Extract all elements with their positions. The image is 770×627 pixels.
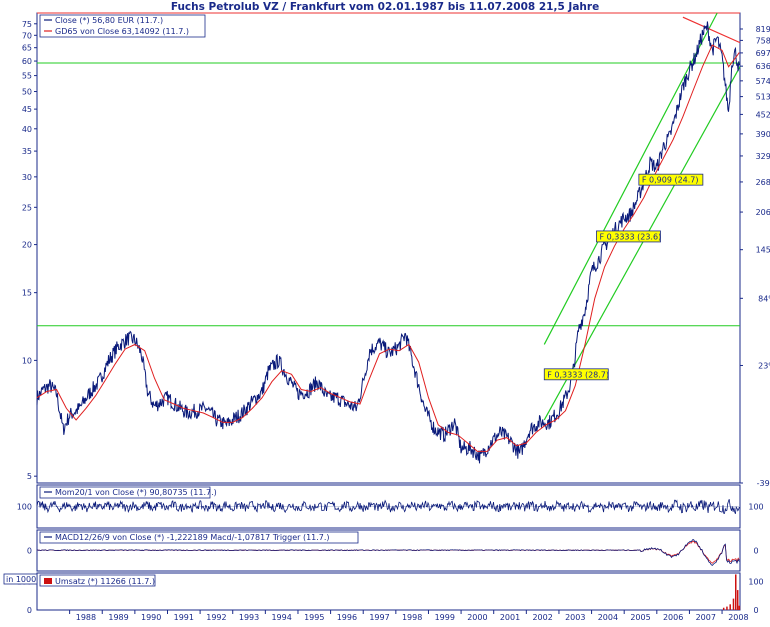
x-tick-label: 2003 [565, 613, 585, 622]
momentum-tick-right: 100 [748, 503, 763, 512]
y-tick-label-right: 513% [756, 93, 770, 102]
y-tick-label-right: 329% [756, 152, 770, 161]
y-tick-label-left: 35 [22, 147, 32, 156]
trend-line [543, 12, 718, 345]
main-price-panel [36, 12, 741, 484]
y-tick-label-left: 50 [22, 88, 32, 97]
momentum-line [36, 499, 740, 514]
y-tick-label-left: 5 [27, 472, 32, 481]
x-tick-label: 2002 [532, 613, 552, 622]
y-tick-label-left: 75 [22, 20, 32, 29]
x-tick-label: 2006 [663, 613, 683, 622]
close-price-line [36, 21, 740, 464]
x-tick-label: 2000 [467, 613, 487, 622]
y-tick-label-left: 10 [22, 356, 32, 365]
annotation-label: F 0,909 (24.7) [642, 176, 699, 185]
macd-tick-left: 0 [27, 547, 32, 556]
y-tick-label-left: 25 [22, 203, 32, 212]
legend-close-label: Close (*) 56,80 EUR (11.7.) [55, 16, 163, 25]
volume-unit-box [3, 573, 38, 585]
x-tick-label: 1995 [304, 613, 324, 622]
y-tick-label-right: 452% [756, 110, 770, 119]
x-tick-label: 2001 [500, 613, 520, 622]
annotation-box [638, 173, 704, 186]
y-tick-label-left: 15 [22, 289, 32, 298]
y-tick-label-right: 574% [756, 77, 770, 86]
legend-gd65-label: GD65 von Close 63,14092 (11.7.) [55, 27, 189, 36]
y-tick-label-right: 819% [756, 25, 770, 34]
y-tick-label-right: 390% [756, 130, 770, 139]
annotation-label: F 0,3333 (23.6) [599, 232, 661, 241]
y-tick-label-left: 40 [22, 125, 32, 134]
y-tick-label-right: 206% [756, 208, 770, 217]
y-tick-label-right: 145% [756, 246, 770, 255]
x-tick-label: 2008 [728, 613, 748, 622]
y-tick-label-left: 45 [22, 105, 32, 114]
momentum-tick-left: 100 [17, 503, 32, 512]
x-tick-label: 1991 [174, 613, 194, 622]
y-tick-label-right: 758% [756, 36, 770, 45]
y-tick-label-left: 65 [22, 44, 32, 53]
macd-legend [39, 531, 359, 544]
x-tick-label: 1990 [141, 613, 161, 622]
y-tick-label-left: 30 [22, 173, 32, 182]
legend-volume-swatch [44, 578, 52, 584]
volume-legend [39, 574, 156, 587]
annotation-box [543, 368, 609, 381]
x-tick-label: 2007 [696, 613, 716, 622]
x-tick-label: 1989 [108, 613, 128, 622]
legend-volume-label: Umsatz (*) 11266 (11.7.) [55, 577, 155, 586]
annotation-label: F 0,3333 (28.7) [547, 370, 609, 379]
x-tick-label: 1996 [337, 613, 357, 622]
annotation-box [596, 230, 661, 243]
x-tick-label: 2004 [598, 613, 618, 622]
gd65-line [36, 44, 740, 452]
chart-title: Fuchs Petrolub VZ / Frankfurt vom 02.01.… [171, 1, 599, 13]
y-tick-label-left: 70 [22, 31, 32, 40]
y-tick-label-right: -39% [757, 479, 770, 488]
trend-line [682, 16, 741, 44]
y-tick-label-right: 23% [758, 361, 770, 370]
x-tick-label: 1988 [76, 613, 96, 622]
volume-tick-right: 100 [748, 578, 763, 587]
y-tick-label-right: 697% [756, 49, 770, 58]
x-tick-label: 1992 [206, 613, 226, 622]
y-tick-label-right: 636% [756, 62, 770, 71]
y-tick-label-right: 84% [758, 294, 770, 303]
x-tick-label: 1998 [402, 613, 422, 622]
y-tick-label-left: 55 [22, 72, 32, 81]
volume-unit-label: in 1000 [6, 575, 36, 584]
momentum-legend [39, 486, 211, 499]
x-tick-label: 1999 [435, 613, 455, 622]
legend-momentum-label: Mom20/1 von Close (*) 90,80735 (11.7.) [55, 488, 217, 497]
x-tick-label: 2005 [630, 613, 650, 622]
y-tick-label-right: 268% [756, 178, 770, 187]
main-legend [39, 14, 206, 38]
volume-tick-left: 0 [27, 606, 32, 615]
x-tick-label: 1993 [239, 613, 259, 622]
y-tick-label-left: 20 [22, 241, 32, 250]
x-tick-label: 1994 [271, 613, 291, 622]
macd-tick-right: 0 [753, 547, 758, 556]
trend-line [543, 66, 741, 421]
macd-line [36, 539, 740, 566]
x-tick-label: 1997 [369, 613, 389, 622]
y-tick-label-left: 60 [22, 57, 32, 66]
legend-macd-label: MACD12/26/9 von Close (*) -1,222189 Macd… [55, 533, 330, 542]
volume-tick-right: 0 [753, 606, 758, 615]
